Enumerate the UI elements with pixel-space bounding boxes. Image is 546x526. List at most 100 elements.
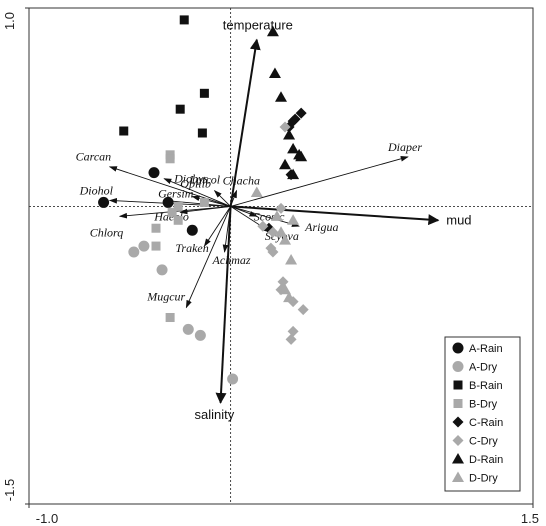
axis-ticks: -1.0 1.5 1.0 -1.5 xyxy=(2,7,539,526)
species-label-diohys: Diohys xyxy=(173,172,208,186)
species-vector-mugcur xyxy=(185,206,232,309)
species-vector-lutcol xyxy=(213,189,231,207)
legend-label-a-rain: A-Rain xyxy=(469,343,503,355)
x-tick-label-1: -1.0 xyxy=(36,511,58,526)
legend: A-Rain A-Dry B-Rain B-Dry C-Rain C-Dry D-Rain D… xyxy=(444,336,521,492)
species-vector-diaper xyxy=(230,156,409,207)
legend-marker-d-dry xyxy=(452,471,464,482)
point-c-dry-3 xyxy=(267,226,279,238)
point-d-rain-2 xyxy=(268,67,281,78)
point-d-dry-2 xyxy=(287,214,300,225)
legend-label-b-rain: B-Rain xyxy=(469,380,503,392)
point-d-rain-7 xyxy=(295,150,308,162)
species-label-diaper: Diaper xyxy=(387,140,422,154)
legend-label-c-dry: C-Dry xyxy=(469,436,498,448)
point-c-dry-4 xyxy=(257,220,269,232)
species-label-chacha: Chacha xyxy=(223,174,260,188)
species-label-carcan: Carcan xyxy=(76,150,112,164)
legend-marker-a-dry xyxy=(452,361,464,372)
point-c-dry-12 xyxy=(285,333,297,345)
point-a-dry-6 xyxy=(227,373,239,385)
species-vector-diohys xyxy=(163,178,231,207)
legend-marker-c-dry xyxy=(452,435,464,446)
legend-label-a-dry: A-Dry xyxy=(469,362,498,374)
legend-label-d-rain: D-Rain xyxy=(469,454,503,466)
species-vectors: Carcan Diohol Chlorq DiohysGersimOpilibLutc… xyxy=(76,140,422,309)
env-label-salinity: salinity xyxy=(195,407,235,422)
species-label-diohol: Diohol xyxy=(79,183,114,197)
x-tick-label-2: 1.5 xyxy=(521,511,539,526)
point-c-dry-1 xyxy=(279,121,291,133)
y-tick-label-2: -1.5 xyxy=(2,479,17,501)
species-label-gersim: Gersim xyxy=(158,186,194,200)
species-label-achmaz: Achmaz xyxy=(212,253,251,267)
point-d-dry-1 xyxy=(250,186,263,198)
point-b-rain-2 xyxy=(199,88,209,98)
point-a-dry-3 xyxy=(138,240,150,252)
point-d-rain-5 xyxy=(287,142,300,154)
species-vector-carcan xyxy=(108,166,231,207)
point-a-rain-3 xyxy=(162,196,174,208)
point-b-rain-4 xyxy=(119,126,129,136)
species-vector-traken xyxy=(203,206,231,247)
env-vector-mud xyxy=(230,205,440,226)
point-b-dry-4 xyxy=(173,201,183,211)
legend-marker-a-rain xyxy=(452,342,464,354)
env-label-mud: mud xyxy=(446,212,471,227)
sample-points xyxy=(98,15,309,385)
point-b-rain-1 xyxy=(179,15,189,25)
y-tick-label-1: 1.0 xyxy=(2,12,17,30)
point-b-dry-3 xyxy=(167,207,177,217)
point-a-dry-4 xyxy=(182,323,194,335)
point-a-rain-2 xyxy=(98,196,110,208)
point-a-rain-1 xyxy=(148,167,160,179)
environmental-vectors: temperature mud salinity xyxy=(195,18,472,422)
legend-marker-b-dry xyxy=(453,399,463,408)
env-vector-salinity xyxy=(215,206,232,404)
point-d-rain-1 xyxy=(266,25,279,37)
legend-marker-c-rain xyxy=(452,416,464,428)
point-b-dry-7 xyxy=(151,241,161,251)
point-d-rain-3 xyxy=(275,91,287,102)
point-a-dry-5 xyxy=(194,329,206,341)
legend-marker-b-rain xyxy=(453,380,463,390)
env-label-temperature: temperature xyxy=(223,18,293,33)
species-label-arigua: Arigua xyxy=(304,220,338,234)
point-b-dry-2 xyxy=(165,154,175,164)
legend-box xyxy=(444,336,521,492)
legend-marker-d-rain xyxy=(452,453,464,464)
point-a-dry-1 xyxy=(128,246,140,258)
species-vector-opilib xyxy=(191,195,231,207)
species-vector-haeelo xyxy=(179,205,231,215)
point-d-dry-6 xyxy=(285,253,298,265)
point-c-dry-6 xyxy=(267,246,279,258)
legend-label-d-dry: D-Dry xyxy=(469,473,498,485)
point-d-dry-3 xyxy=(270,210,283,221)
point-b-dry-5 xyxy=(173,215,183,225)
species-vector-gersim xyxy=(163,198,231,207)
point-b-rain-5 xyxy=(197,128,207,138)
point-b-dry-9 xyxy=(199,197,209,207)
species-label-chlorq: Chlorq xyxy=(90,225,124,239)
point-b-dry-6 xyxy=(151,223,161,233)
point-d-dry-5 xyxy=(279,234,292,245)
species-label-mugcur: Mugcur xyxy=(146,290,185,304)
point-a-dry-2 xyxy=(156,264,168,276)
point-c-rain-4 xyxy=(295,107,307,119)
point-b-rain-3 xyxy=(175,104,185,114)
point-b-dry-8 xyxy=(165,313,175,323)
species-label-traken: Traken xyxy=(175,241,208,255)
point-c-rain-3 xyxy=(289,113,301,125)
point-c-dry-10 xyxy=(297,304,309,316)
point-d-dry-7 xyxy=(279,283,292,295)
point-d-dry-4 xyxy=(275,226,287,237)
point-a-rain-4 xyxy=(186,224,198,236)
point-d-rain-9 xyxy=(287,168,300,180)
point-d-dry-8 xyxy=(283,291,296,303)
point-d-rain-8 xyxy=(279,158,292,170)
env-vector-temperature xyxy=(229,38,261,207)
point-c-dry-7 xyxy=(277,276,289,288)
point-c-dry-11 xyxy=(287,325,299,337)
point-c-dry-2 xyxy=(275,202,287,214)
